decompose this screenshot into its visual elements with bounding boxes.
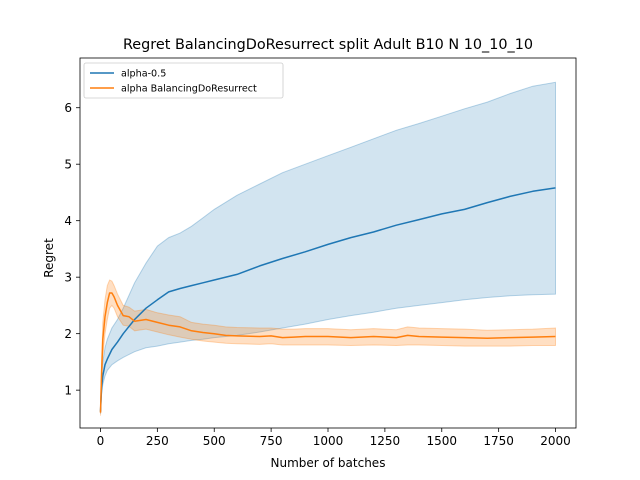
legend: alpha-0.5 alpha BalancingDoResurrect <box>83 62 284 99</box>
series-lines <box>99 187 556 413</box>
y-tick-label: 5 <box>64 157 72 171</box>
y-axis-label: Regret <box>42 238 56 278</box>
confidence-band-0 <box>100 81 556 414</box>
y-tick-label: 3 <box>64 270 72 284</box>
x-tick-label: 1250 <box>370 434 401 448</box>
chart-title: Regret BalancingDoResurrect split Adult … <box>123 37 533 53</box>
y-tick-label: 6 <box>64 101 72 115</box>
x-axis-label: Number of batches <box>271 456 386 470</box>
x-tick-label: 750 <box>260 434 283 448</box>
y-tick-label: 4 <box>64 214 72 228</box>
x-tick-label: 1750 <box>483 434 514 448</box>
x-axis-ticks: 0 250 500 750 1000 1250 1500 1750 2000 <box>97 428 571 448</box>
confidence-bands <box>100 81 556 416</box>
legend-label-alpha-0.5: alpha-0.5 <box>121 69 166 80</box>
x-tick-label: 250 <box>146 434 169 448</box>
series-line-1 <box>99 292 556 413</box>
series-line-0 <box>99 187 556 412</box>
x-tick-label: 500 <box>203 434 226 448</box>
legend-box <box>83 62 284 99</box>
legend-label-balancing: alpha BalancingDoResurrect <box>121 84 257 95</box>
x-tick-label: 1000 <box>313 434 344 448</box>
confidence-band-1 <box>100 279 556 416</box>
x-tick-label: 2000 <box>540 434 571 448</box>
y-tick-label: 2 <box>64 327 72 341</box>
x-tick-label: 1500 <box>426 434 457 448</box>
x-tick-label: 0 <box>97 434 105 448</box>
y-axis-ticks: 1 2 3 4 5 6 <box>64 101 80 397</box>
y-tick-label: 1 <box>64 383 72 397</box>
